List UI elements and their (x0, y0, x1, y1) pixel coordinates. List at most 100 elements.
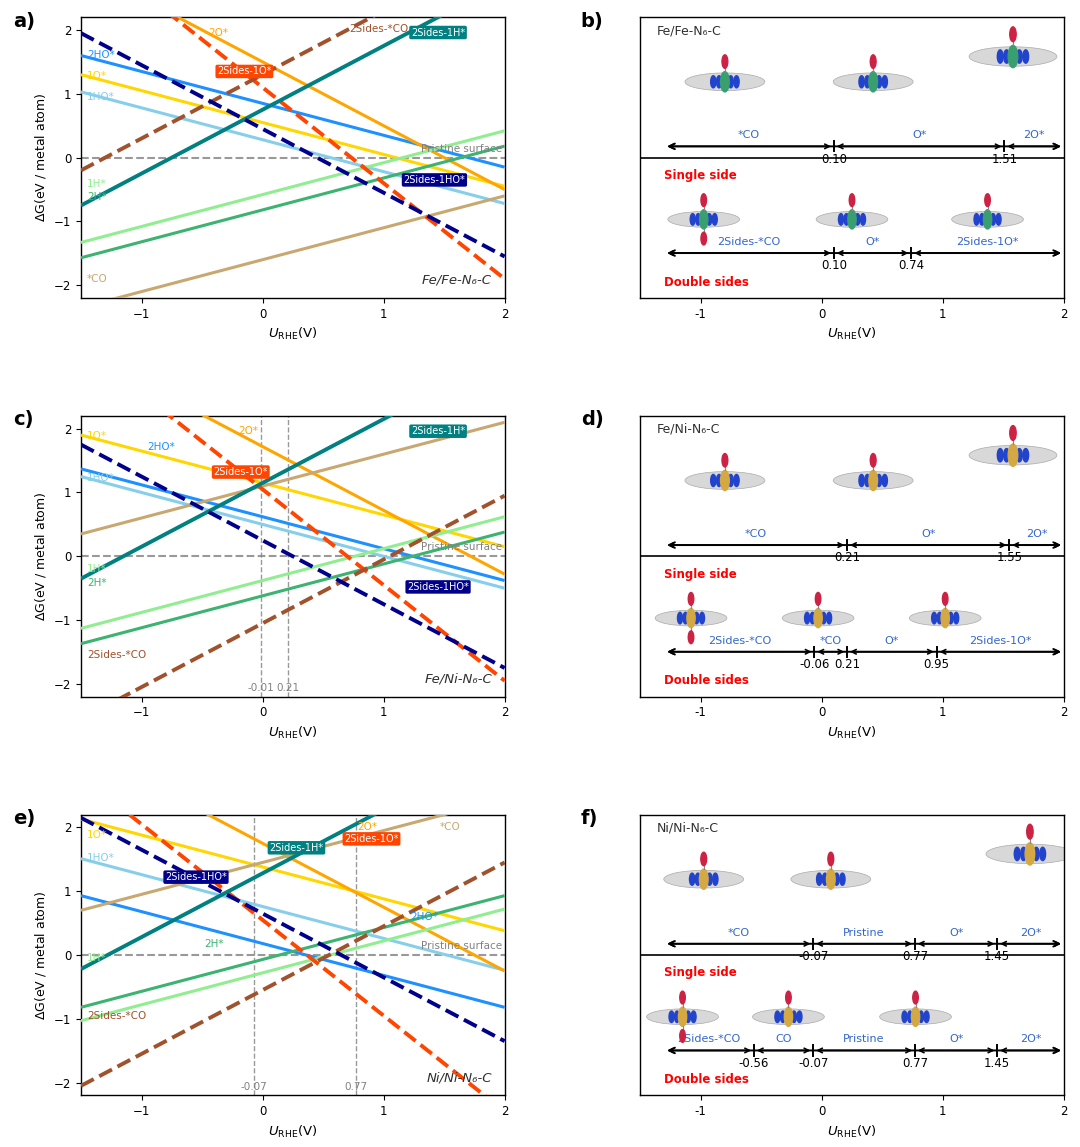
Text: Single side: Single side (664, 966, 738, 980)
Circle shape (707, 873, 712, 885)
Circle shape (734, 475, 739, 486)
Circle shape (669, 1011, 674, 1022)
Circle shape (984, 210, 991, 229)
Text: 1H*: 1H* (87, 179, 107, 189)
Circle shape (720, 71, 729, 92)
Ellipse shape (969, 47, 1057, 67)
Text: 0.21: 0.21 (834, 658, 860, 671)
Circle shape (1027, 825, 1034, 840)
Text: 1HO*: 1HO* (87, 474, 114, 483)
Circle shape (907, 1011, 913, 1022)
Circle shape (687, 608, 696, 627)
Text: 2H*: 2H* (87, 193, 107, 202)
Circle shape (826, 612, 832, 624)
Text: 2HO*: 2HO* (87, 50, 114, 61)
Circle shape (686, 1011, 690, 1022)
Ellipse shape (791, 871, 870, 888)
Text: Double sides: Double sides (664, 1072, 750, 1086)
Text: 2O*: 2O* (1020, 928, 1041, 937)
Circle shape (1003, 49, 1010, 63)
Text: 0.77: 0.77 (902, 1056, 928, 1070)
Circle shape (882, 475, 888, 486)
Text: 1H*: 1H* (87, 953, 107, 963)
Ellipse shape (909, 610, 981, 626)
Circle shape (826, 869, 835, 889)
Circle shape (843, 213, 849, 225)
Circle shape (865, 475, 870, 486)
Circle shape (1016, 49, 1023, 63)
Circle shape (865, 76, 870, 88)
Text: 2Sides-1O*: 2Sides-1O* (969, 635, 1031, 646)
Circle shape (701, 194, 706, 206)
Text: *CO: *CO (440, 822, 460, 833)
Ellipse shape (969, 445, 1057, 465)
Text: 0.77: 0.77 (902, 950, 928, 963)
Circle shape (814, 608, 822, 627)
Ellipse shape (685, 73, 765, 91)
Ellipse shape (879, 1009, 951, 1024)
Text: 0.21: 0.21 (834, 552, 860, 564)
Ellipse shape (664, 871, 744, 888)
Circle shape (1010, 26, 1016, 41)
Circle shape (913, 991, 918, 1004)
Text: Pristine surface: Pristine surface (421, 543, 502, 553)
Text: 2O*: 2O* (208, 29, 228, 38)
Circle shape (848, 210, 856, 229)
Ellipse shape (647, 1009, 718, 1024)
Circle shape (1040, 848, 1045, 860)
Circle shape (876, 475, 881, 486)
Circle shape (689, 873, 694, 885)
Text: *CO: *CO (728, 928, 750, 937)
Text: *CO: *CO (820, 635, 842, 646)
Circle shape (943, 593, 948, 606)
Circle shape (723, 453, 728, 467)
Ellipse shape (834, 73, 913, 91)
Circle shape (784, 1007, 793, 1027)
Text: 2Sides-*CO: 2Sides-*CO (87, 650, 146, 661)
Circle shape (690, 213, 696, 225)
Circle shape (840, 873, 845, 885)
Circle shape (1023, 49, 1028, 63)
Text: 2H*: 2H* (87, 578, 107, 588)
Text: 2Sides-1HO*: 2Sides-1HO* (404, 175, 465, 185)
Text: -0.06: -0.06 (799, 658, 829, 671)
Circle shape (912, 1007, 920, 1027)
Circle shape (868, 71, 878, 92)
Circle shape (902, 1011, 907, 1022)
Circle shape (781, 1011, 785, 1022)
Circle shape (932, 612, 936, 624)
Circle shape (775, 1011, 780, 1022)
Text: 2Sides-*CO: 2Sides-*CO (677, 1035, 741, 1044)
Circle shape (711, 76, 716, 88)
Circle shape (937, 612, 942, 624)
Ellipse shape (782, 610, 854, 626)
Circle shape (1021, 848, 1026, 860)
Circle shape (696, 213, 701, 225)
Ellipse shape (667, 211, 740, 227)
Circle shape (678, 1007, 687, 1027)
Circle shape (1010, 426, 1016, 440)
Text: 2O*: 2O* (239, 427, 258, 436)
Circle shape (700, 210, 707, 229)
Text: Ni/Ni-N₆-C: Ni/Ni-N₆-C (657, 821, 719, 835)
Circle shape (720, 470, 729, 491)
Text: Double sides: Double sides (664, 674, 750, 687)
Circle shape (996, 213, 1001, 225)
Text: CO: CO (775, 1035, 792, 1044)
Circle shape (954, 612, 959, 624)
X-axis label: $U_\mathrm{RHE}$(V): $U_\mathrm{RHE}$(V) (268, 725, 318, 741)
Text: 2H*: 2H* (204, 938, 224, 949)
Circle shape (675, 1011, 679, 1022)
Text: 0.10: 0.10 (821, 153, 847, 165)
Text: -0.56: -0.56 (739, 1056, 769, 1070)
Circle shape (861, 213, 865, 225)
Circle shape (828, 852, 834, 866)
Circle shape (876, 76, 881, 88)
Circle shape (700, 869, 708, 889)
Text: 2O*: 2O* (1020, 1035, 1041, 1044)
Text: 2Sides-1HO*: 2Sides-1HO* (165, 872, 227, 882)
Circle shape (870, 55, 876, 69)
Circle shape (997, 49, 1003, 63)
Circle shape (1034, 848, 1039, 860)
Circle shape (974, 213, 978, 225)
